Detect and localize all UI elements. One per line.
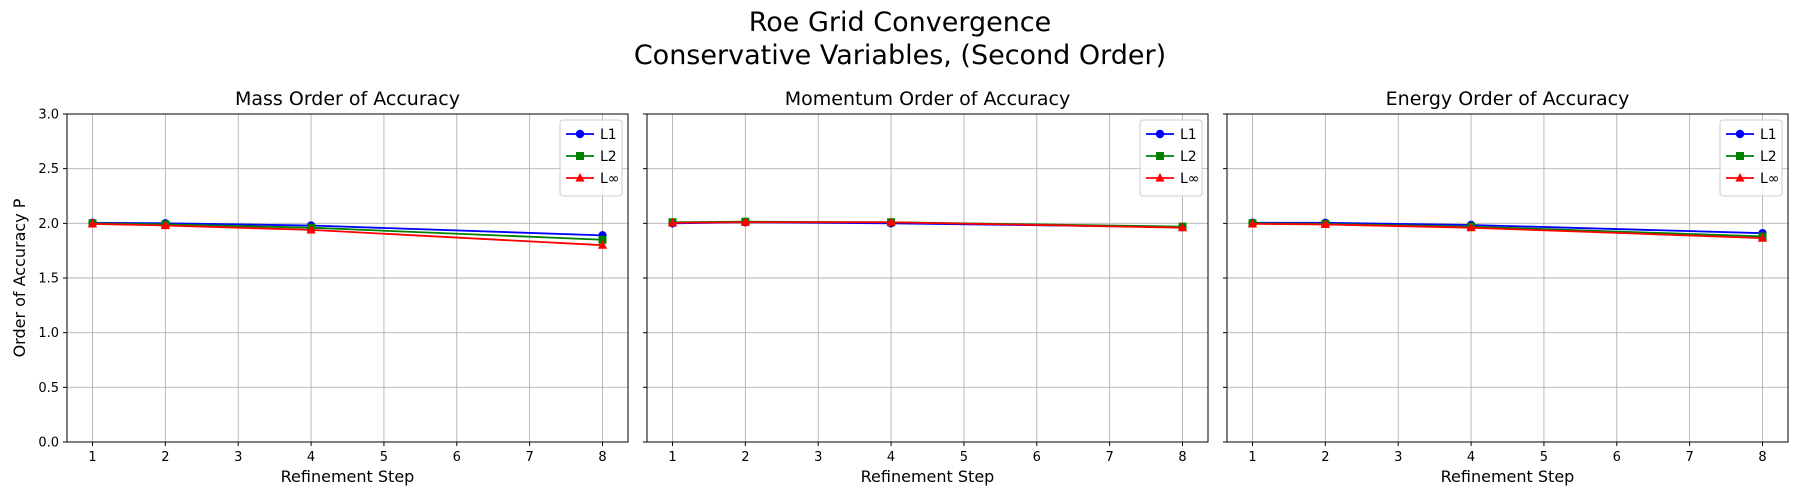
x-axis-label: Refinement Step [1441,467,1575,486]
x-tick-label: 5 [1540,450,1548,465]
data-point [597,240,608,249]
legend-label: L∞ [1760,171,1779,187]
legend-label: L∞ [1180,171,1199,187]
legend-marker [1156,152,1164,160]
series-line-3 [92,222,603,247]
x-tick-label: 6 [453,450,461,465]
data-point [886,217,896,226]
chart-panel-1: 1 2 3 4 5 6 7 8 0.0 0.5 1.0 1.5 2.0 2.5 3.0 Mass Order … [10,88,629,486]
chart-panel-2: 1 2 3 4 5 6 7 8 Momentum Order of Accuracy Refine… [643,88,1209,486]
data-point [1177,222,1188,232]
data-point [667,217,678,227]
legend: L1 L2 L∞ [1719,119,1783,197]
y-tick-label: 1.0 [38,326,59,341]
legend-marker [575,129,585,139]
panel-title: Mass Order of Accuracy [235,88,460,110]
x-tick-label: 1 [668,450,676,465]
x-tick-label: 2 [1321,450,1329,465]
figure-title-line2: Conservative Variables, (Second Order) [634,40,1166,71]
data-point [1320,219,1330,229]
plot-frame [66,113,629,443]
legend-label: L2 [600,149,617,165]
legend-marker [1735,173,1745,182]
data-point [306,224,316,234]
chart-panel-3: 1 2 3 4 5 6 7 8 Energy Order of Accuracy Refineme… [1223,88,1789,486]
y-tick-label: 0.0 [38,436,59,451]
legend-label: L1 [1760,127,1777,143]
legend-box [1719,119,1783,197]
data-point [1757,233,1768,242]
legend-box [1139,119,1203,197]
x-tick-label: 5 [960,450,968,465]
x-tick-label: 3 [1394,450,1402,465]
x-axis-label: Refinement Step [861,467,995,486]
x-tick-label: 3 [814,450,822,465]
x-tick-label: 4 [307,450,315,465]
legend-label: L∞ [600,171,619,187]
x-tick-label: 8 [1178,450,1186,465]
x-tick-label: 3 [234,450,242,465]
data-point [598,235,607,244]
x-tick-label: 7 [526,450,534,465]
legend-marker [1735,129,1745,139]
data-point [1466,222,1476,232]
panel-title: Energy Order of Accuracy [1386,88,1630,110]
x-tick-label: 4 [1467,450,1475,465]
x-tick-label: 8 [598,450,606,465]
legend-label: L2 [1180,149,1197,165]
series-line-3 [1252,222,1763,239]
plot-frame [1226,113,1789,443]
y-tick-label: 3.0 [38,108,59,123]
y-tick-label: 1.5 [38,272,59,287]
x-tick-label: 6 [1033,450,1041,465]
legend-marker [575,173,585,182]
x-tick-label: 7 [1686,450,1694,465]
legend: L1 L2 L∞ [559,119,623,197]
y-tick-label: 2.0 [38,217,59,232]
x-axis-label: Refinement Step [281,467,415,486]
figure-title-line1: Roe Grid Convergence [749,7,1052,38]
x-tick-label: 8 [1758,450,1766,465]
data-point [87,218,98,228]
x-tick-label: 2 [741,450,749,465]
x-tick-label: 4 [887,450,895,465]
y-axis-label: Order of Accuracy P [10,198,29,357]
data-point [740,217,750,226]
legend-marker [1155,129,1165,139]
legend-label: L1 [1180,127,1197,143]
y-tick-label: 2.5 [38,162,59,177]
plot-frame [646,113,1209,443]
legend-label: L2 [1760,149,1777,165]
legend-marker [1155,173,1165,182]
legend-marker [1736,152,1744,160]
legend-marker [576,152,584,160]
x-tick-label: 1 [1248,450,1256,465]
x-tick-label: 2 [161,450,169,465]
y-tick-label: 0.5 [38,381,59,396]
data-point [160,220,170,230]
data-point [1247,218,1258,228]
legend: L1 L2 L∞ [1139,119,1203,197]
x-tick-label: 1 [88,450,96,465]
legend-box [559,119,623,197]
x-tick-label: 5 [380,450,388,465]
series-line-3 [672,221,1183,229]
panel-title: Momentum Order of Accuracy [785,88,1070,110]
x-tick-label: 7 [1106,450,1114,465]
legend-label: L1 [600,127,617,143]
x-tick-label: 6 [1613,450,1621,465]
chart-panels: 1 2 3 4 5 6 7 8 0.0 0.5 1.0 1.5 2.0 2.5 3.0 Mass Order … [10,88,1789,486]
